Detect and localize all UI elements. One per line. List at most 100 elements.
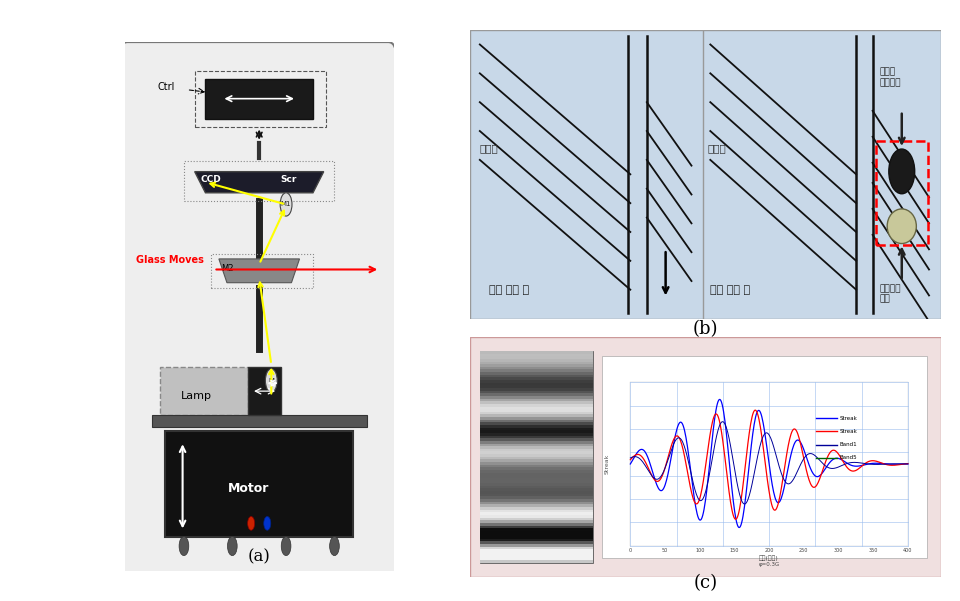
Bar	[876, 141, 927, 245]
Bar	[480, 350, 592, 353]
Bar	[480, 467, 592, 470]
Text: Scr: Scr	[280, 175, 297, 184]
Text: 350: 350	[869, 548, 877, 553]
Bar	[480, 520, 592, 523]
Text: (b): (b)	[693, 320, 718, 338]
Circle shape	[180, 537, 189, 555]
Bar	[480, 361, 592, 364]
Bar	[480, 493, 592, 496]
Bar	[480, 486, 592, 489]
Bar	[211, 254, 313, 288]
Circle shape	[264, 516, 271, 530]
Bar	[480, 459, 592, 462]
Bar	[480, 509, 592, 512]
Text: Band1: Band1	[840, 442, 857, 447]
Bar	[480, 454, 592, 457]
Bar	[480, 403, 592, 406]
Text: 150: 150	[730, 548, 739, 553]
Bar	[480, 541, 592, 544]
Text: M: M	[268, 377, 275, 383]
Ellipse shape	[887, 209, 917, 243]
Bar	[480, 530, 592, 534]
Text: Lamp: Lamp	[181, 391, 212, 401]
Bar	[480, 525, 592, 528]
Text: 두께 변화 有: 두께 변화 有	[710, 284, 751, 294]
Text: 50: 50	[661, 548, 668, 553]
Text: φ=0.3G: φ=0.3G	[758, 562, 780, 567]
Text: Ctrl: Ctrl	[157, 82, 175, 92]
Text: 밝은따름
형성: 밝은따름 형성	[879, 284, 901, 304]
Bar	[480, 435, 592, 438]
Text: 위치(픽셀): 위치(픽셀)	[759, 555, 779, 561]
Bar	[480, 496, 592, 499]
Bar	[480, 401, 592, 404]
Bar	[165, 431, 353, 537]
Bar	[480, 533, 592, 536]
Bar	[480, 438, 592, 441]
Bar	[480, 385, 592, 388]
Bar	[480, 554, 592, 557]
Text: 200: 200	[764, 548, 774, 553]
Bar	[480, 549, 592, 552]
Text: CCD: CCD	[200, 175, 221, 184]
Bar	[480, 351, 592, 563]
Text: Band5: Band5	[840, 456, 857, 460]
Bar	[480, 464, 592, 468]
Circle shape	[281, 537, 291, 555]
Bar	[480, 416, 592, 419]
Bar	[480, 443, 592, 446]
Text: M2: M2	[222, 264, 234, 272]
Text: 평행광: 평행광	[480, 143, 498, 153]
Bar	[480, 535, 592, 538]
Bar	[480, 446, 592, 449]
Bar	[480, 514, 592, 517]
Bar	[480, 507, 592, 510]
Text: 250: 250	[799, 548, 808, 553]
Text: 평행광: 평행광	[708, 143, 727, 153]
Bar	[480, 469, 592, 472]
Bar	[152, 415, 367, 427]
Bar	[184, 161, 334, 201]
Bar	[480, 409, 592, 412]
Bar	[480, 543, 592, 547]
Bar	[480, 504, 592, 507]
Text: Glass Moves: Glass Moves	[135, 255, 204, 265]
Bar	[480, 546, 592, 549]
Text: Streak: Streak	[840, 429, 857, 434]
Bar	[480, 367, 592, 370]
Polygon shape	[219, 259, 300, 282]
Bar	[480, 364, 592, 367]
Bar	[480, 462, 592, 465]
Bar	[480, 522, 592, 525]
Bar	[480, 388, 592, 391]
Text: Streak: Streak	[604, 454, 610, 474]
Bar	[480, 512, 592, 515]
Text: 300: 300	[834, 548, 843, 553]
Bar	[480, 483, 592, 486]
Bar	[480, 430, 592, 433]
Bar	[480, 448, 592, 451]
Bar	[480, 414, 592, 417]
Circle shape	[329, 537, 339, 555]
Text: 400: 400	[903, 548, 913, 553]
Bar	[480, 374, 592, 377]
Bar	[480, 406, 592, 409]
Bar	[480, 472, 592, 475]
Bar	[249, 367, 280, 415]
Bar	[480, 552, 592, 555]
Bar	[480, 390, 592, 393]
Bar	[480, 501, 592, 504]
Circle shape	[280, 193, 292, 216]
Bar	[480, 380, 592, 383]
Bar	[480, 353, 592, 356]
Bar	[480, 477, 592, 481]
Bar	[480, 382, 592, 385]
Bar	[480, 451, 592, 454]
Bar	[480, 393, 592, 396]
Text: 0: 0	[629, 548, 632, 553]
Text: M1: M1	[281, 201, 291, 207]
Text: Streak: Streak	[840, 416, 857, 421]
Text: 두께 변화 無: 두께 변화 無	[490, 284, 529, 294]
Bar	[480, 424, 592, 428]
Bar	[480, 371, 592, 375]
